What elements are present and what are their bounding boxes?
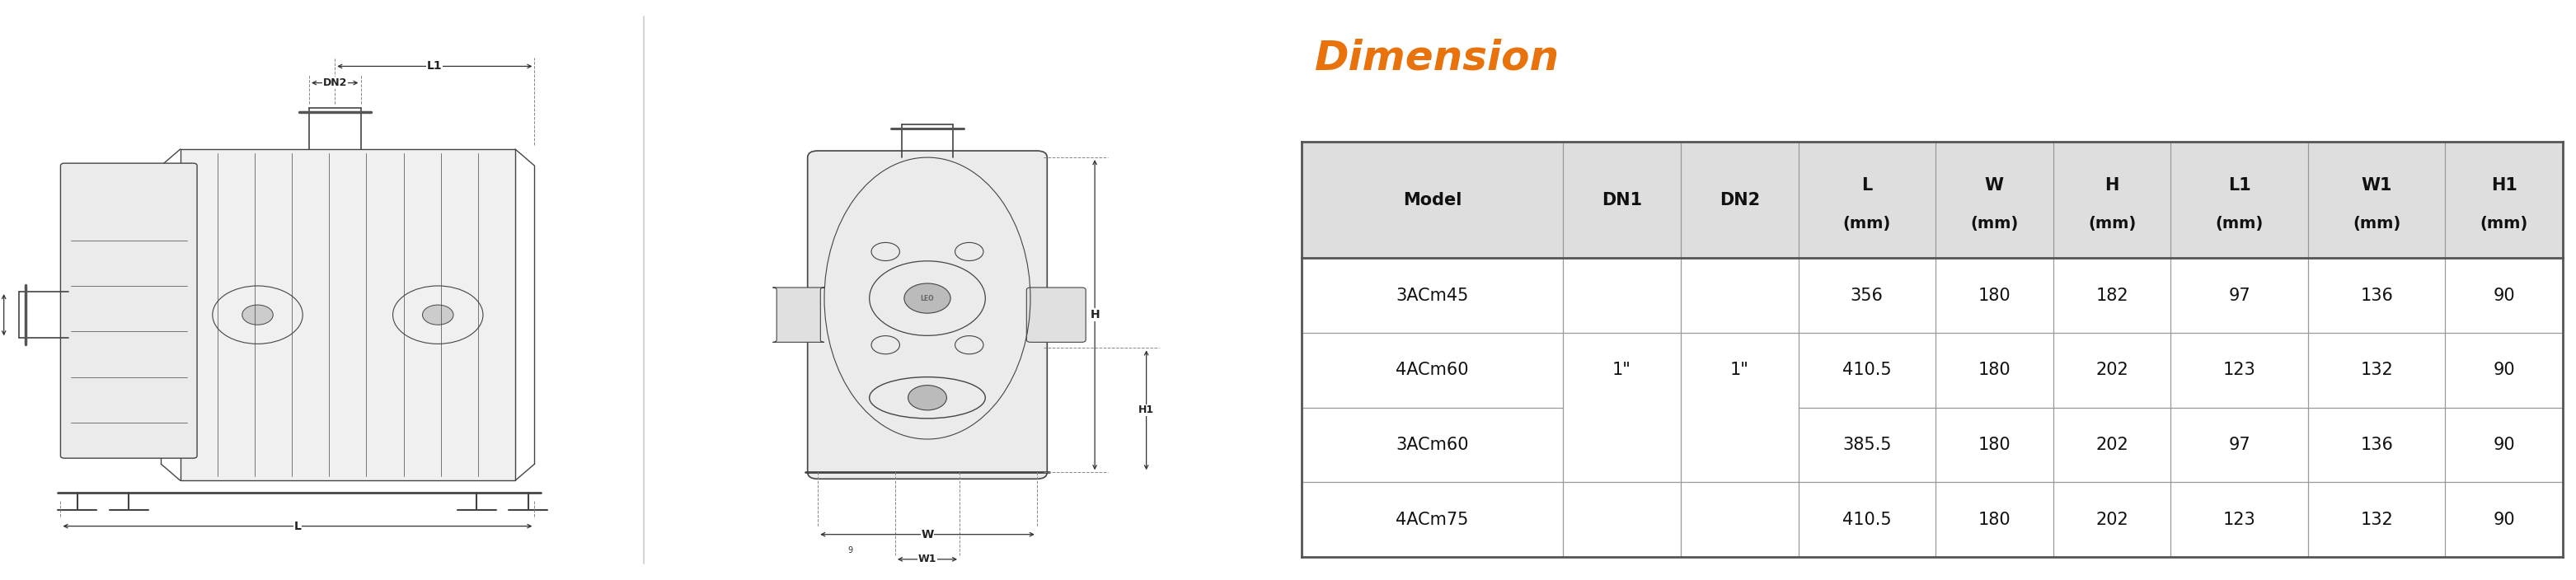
Text: 3ACm45: 3ACm45 — [1396, 287, 1468, 304]
Text: Model: Model — [1404, 192, 1461, 208]
Text: 132: 132 — [2360, 362, 2393, 378]
Text: (mm): (mm) — [2215, 216, 2264, 231]
FancyBboxPatch shape — [809, 151, 1048, 479]
Text: 90: 90 — [2494, 362, 2514, 378]
Text: 3ACm60: 3ACm60 — [1396, 437, 1468, 453]
Circle shape — [242, 305, 273, 325]
Text: 202: 202 — [2097, 437, 2128, 453]
Text: W: W — [922, 528, 933, 540]
Text: 90: 90 — [2494, 511, 2514, 528]
Text: (mm): (mm) — [2352, 216, 2401, 231]
Text: 90: 90 — [2494, 287, 2514, 304]
Text: 132: 132 — [2360, 511, 2393, 528]
Text: (mm): (mm) — [2481, 216, 2527, 231]
Circle shape — [909, 385, 948, 410]
Text: 202: 202 — [2097, 511, 2128, 528]
Text: Dimension: Dimension — [1314, 38, 1558, 78]
Text: 202: 202 — [2097, 362, 2128, 378]
Text: 123: 123 — [2223, 362, 2257, 378]
Text: L1: L1 — [428, 60, 443, 72]
Bar — [180, 149, 515, 481]
Text: 136: 136 — [2360, 287, 2393, 304]
Text: 4ACm60: 4ACm60 — [1396, 362, 1468, 378]
Text: (mm): (mm) — [1971, 216, 2020, 231]
Text: 136: 136 — [2360, 437, 2393, 453]
Text: 410.5: 410.5 — [1842, 511, 1891, 528]
FancyBboxPatch shape — [773, 288, 824, 342]
Text: H1: H1 — [1139, 405, 1154, 415]
Text: 97: 97 — [2228, 437, 2251, 453]
Text: L: L — [294, 520, 301, 532]
Text: L1: L1 — [2228, 177, 2251, 194]
Text: H: H — [1090, 309, 1100, 321]
Text: (mm): (mm) — [2089, 216, 2136, 231]
Text: H1: H1 — [2491, 177, 2517, 194]
Text: H: H — [2105, 177, 2120, 194]
Text: W1: W1 — [2362, 177, 2393, 194]
Text: 182: 182 — [2097, 287, 2128, 304]
Text: 180: 180 — [1978, 362, 2012, 378]
Text: DN2: DN2 — [322, 78, 348, 88]
Text: 180: 180 — [1978, 511, 2012, 528]
Circle shape — [904, 284, 951, 313]
Text: 4ACm75: 4ACm75 — [1396, 511, 1468, 528]
Text: 180: 180 — [1978, 287, 2012, 304]
Bar — [1301, 142, 2563, 258]
FancyBboxPatch shape — [1025, 288, 1087, 342]
Text: DN1: DN1 — [1602, 192, 1641, 208]
Text: 123: 123 — [2223, 511, 2257, 528]
Text: 90: 90 — [2494, 437, 2514, 453]
Text: DN2: DN2 — [1718, 192, 1759, 208]
Text: 385.5: 385.5 — [1842, 437, 1891, 453]
Text: 410.5: 410.5 — [1842, 362, 1891, 378]
Text: W: W — [1986, 177, 2004, 194]
Text: 9: 9 — [848, 546, 853, 554]
Circle shape — [422, 305, 453, 325]
Text: 1": 1" — [1613, 362, 1631, 378]
FancyBboxPatch shape — [62, 163, 198, 458]
Text: W1: W1 — [917, 554, 938, 565]
Text: L: L — [1862, 177, 1873, 194]
Text: 356: 356 — [1850, 287, 1883, 304]
Text: LEO: LEO — [920, 295, 935, 302]
Text: (mm): (mm) — [1842, 216, 1891, 231]
Text: 97: 97 — [2228, 287, 2251, 304]
Text: 1": 1" — [1731, 362, 1749, 378]
Text: 180: 180 — [1978, 437, 2012, 453]
